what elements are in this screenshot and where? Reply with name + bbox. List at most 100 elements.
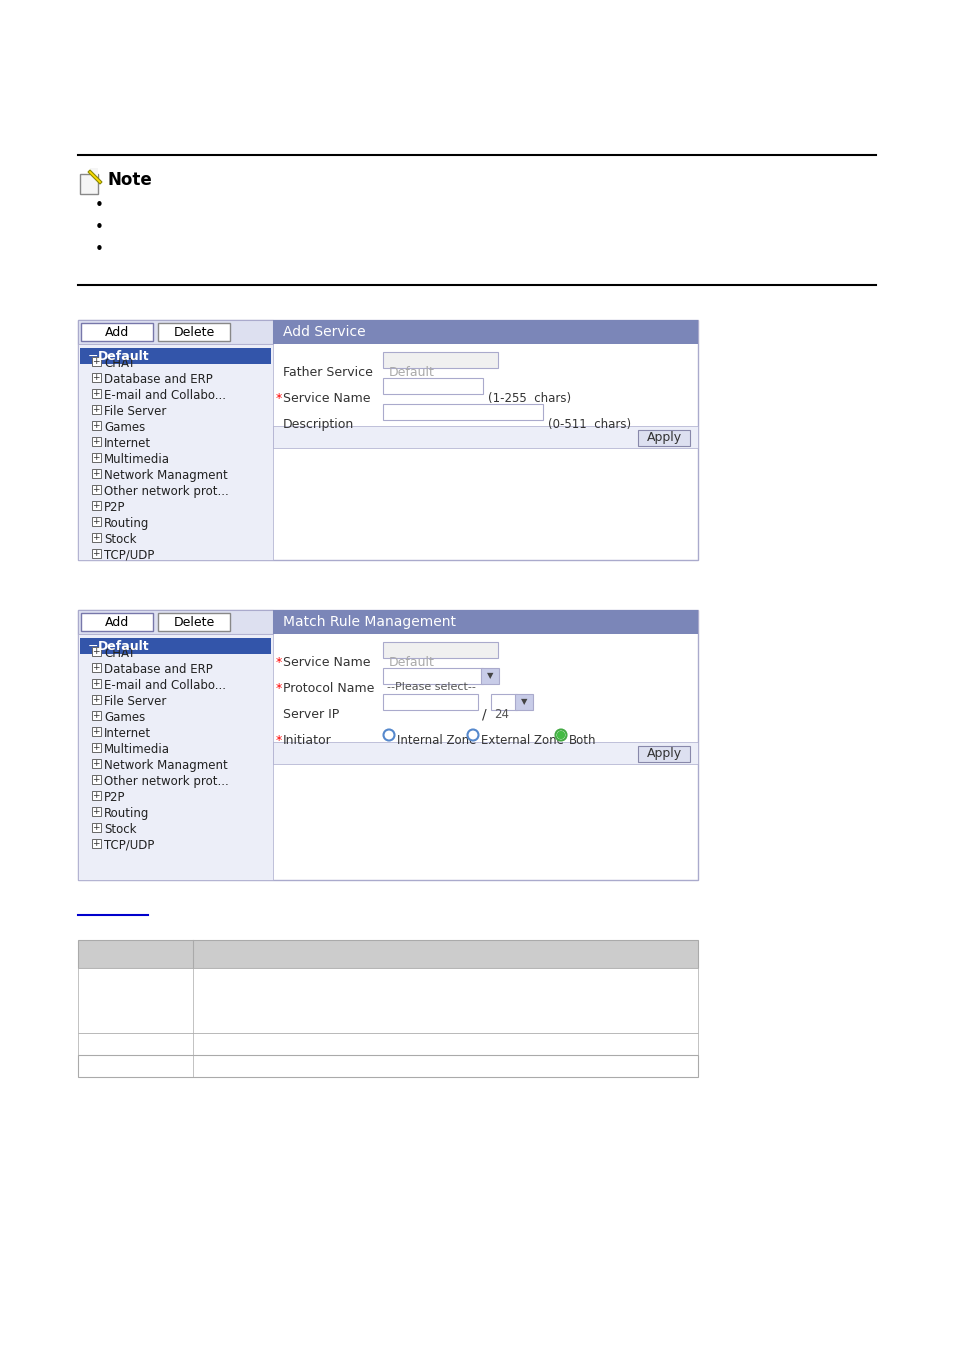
Text: Default: Default [98,640,150,653]
Polygon shape [88,170,102,184]
Text: +: + [91,533,99,541]
Text: +: + [91,501,99,510]
Bar [91,389,101,398]
Bar [91,485,101,494]
Bar [78,1054,698,1077]
Bar [91,437,101,446]
Bar [91,663,101,672]
Text: •: • [95,198,104,213]
Bar [91,517,101,526]
Bar [78,610,698,880]
Text: Protocol Name: Protocol Name [283,682,374,695]
Bar [91,373,101,382]
Text: +: + [91,695,99,703]
Bar [638,747,689,761]
Text: +: + [91,791,99,801]
Bar [81,613,152,630]
Text: •: • [95,242,104,256]
Text: Other network prot...: Other network prot... [104,485,229,498]
Text: +: + [91,468,99,478]
Text: Games: Games [104,421,145,433]
Text: Routing: Routing [104,807,150,819]
Text: Server IP: Server IP [283,707,339,721]
Bar [91,405,101,414]
Bar [382,668,482,684]
Bar [91,711,101,720]
Text: External Zone: External Zone [480,734,563,747]
Text: +: + [91,663,99,672]
Text: CHAT: CHAT [104,356,135,370]
Text: +: + [91,485,99,494]
Text: Stock: Stock [104,533,136,545]
Text: +: + [91,838,99,848]
Text: TCP/UDP: TCP/UDP [104,838,154,852]
Text: Match Rule Management: Match Rule Management [283,616,456,629]
Bar [91,647,101,656]
Bar [273,320,698,344]
Bar [91,454,101,462]
Text: File Server: File Server [104,405,166,418]
Bar [515,694,533,710]
Text: +: + [91,437,99,446]
Bar [382,694,477,710]
Bar [273,427,698,448]
Bar [78,610,273,634]
Text: +: + [91,517,99,526]
Text: Default: Default [98,350,150,363]
Text: Multimedia: Multimedia [104,454,170,466]
Text: +: + [91,775,99,784]
Text: P2P: P2P [104,501,126,514]
Text: Both: Both [568,734,596,747]
Text: +: + [91,549,99,558]
Text: Multimedia: Multimedia [104,743,170,756]
Text: −: − [88,640,98,653]
Text: +: + [91,743,99,752]
Text: Add: Add [105,616,129,629]
Text: *: * [275,682,282,695]
Text: +: + [91,824,99,832]
Bar [78,940,698,968]
Text: E-mail and Collabo...: E-mail and Collabo... [104,679,226,693]
Bar [382,352,497,369]
Text: Default: Default [389,366,435,379]
Text: Games: Games [104,711,145,724]
Text: /: / [481,707,486,722]
Text: +: + [91,373,99,382]
Bar [382,643,497,657]
Text: Note: Note [108,171,152,189]
Text: +: + [91,647,99,656]
Circle shape [467,729,478,741]
Text: CHAT: CHAT [104,647,135,660]
Text: Routing: Routing [104,517,150,531]
Bar [80,348,271,364]
Text: Father Service: Father Service [283,366,373,379]
Bar [91,824,101,832]
Bar [91,533,101,541]
Bar [638,431,689,446]
Text: Delete: Delete [173,616,214,629]
Bar [80,639,271,653]
Text: E-mail and Collabo...: E-mail and Collabo... [104,389,226,402]
Text: +: + [91,356,99,366]
Text: Default: Default [389,656,435,670]
Text: Internet: Internet [104,728,151,740]
Bar [273,610,698,634]
Bar [91,807,101,815]
Bar [78,634,273,880]
Text: ▼: ▼ [486,671,493,680]
Text: Service Name: Service Name [283,392,370,405]
Bar [91,356,101,366]
Bar [273,743,698,764]
Circle shape [383,729,395,741]
Text: (0-511  chars): (0-511 chars) [547,418,631,431]
Text: Other network prot...: Other network prot... [104,775,229,788]
Text: Database and ERP: Database and ERP [104,663,213,676]
Text: Stock: Stock [104,824,136,836]
Bar [158,613,230,630]
Text: +: + [91,454,99,462]
Text: Apply: Apply [646,748,680,760]
Text: Service Name: Service Name [283,656,370,670]
Bar [91,501,101,510]
Text: −: − [88,350,98,363]
Text: Internal Zone: Internal Zone [396,734,476,747]
